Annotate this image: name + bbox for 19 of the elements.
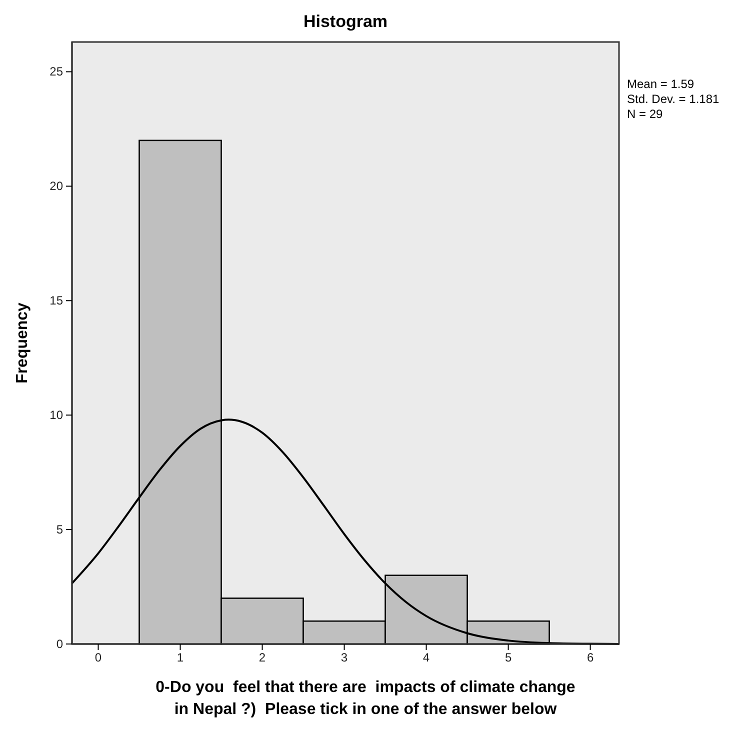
text: N = 29 [627, 107, 664, 121]
x-tick-label: 0 [94, 650, 102, 665]
x-tick-label: 6 [586, 650, 594, 665]
y-tick-label: 20 [50, 179, 64, 194]
x-tick-label: 1 [176, 650, 184, 665]
x-tick-label: 5 [504, 650, 512, 665]
y-tick-label: 0 [56, 636, 64, 651]
x-axis-title: 0-Do you feel that there are impacts of climate change in Nepal ?) Please tick in one of the answer below [156, 679, 576, 718]
x-tick-label: 3 [340, 650, 348, 665]
x-tick-label: 4 [422, 650, 430, 665]
x-tick-label: 2 [258, 650, 266, 665]
y-tick-label: 5 [56, 522, 64, 536]
text: Std. Dev. = 1.181 [627, 92, 720, 106]
y-axis-title: Frequency [14, 302, 31, 384]
chart-title: Histogram [303, 12, 388, 31]
y-tick-label: 25 [50, 64, 64, 79]
y-tick-label: 10 [50, 408, 64, 422]
text: Mean = 1.59 [627, 77, 694, 91]
y-tick-label: 15 [50, 293, 64, 308]
